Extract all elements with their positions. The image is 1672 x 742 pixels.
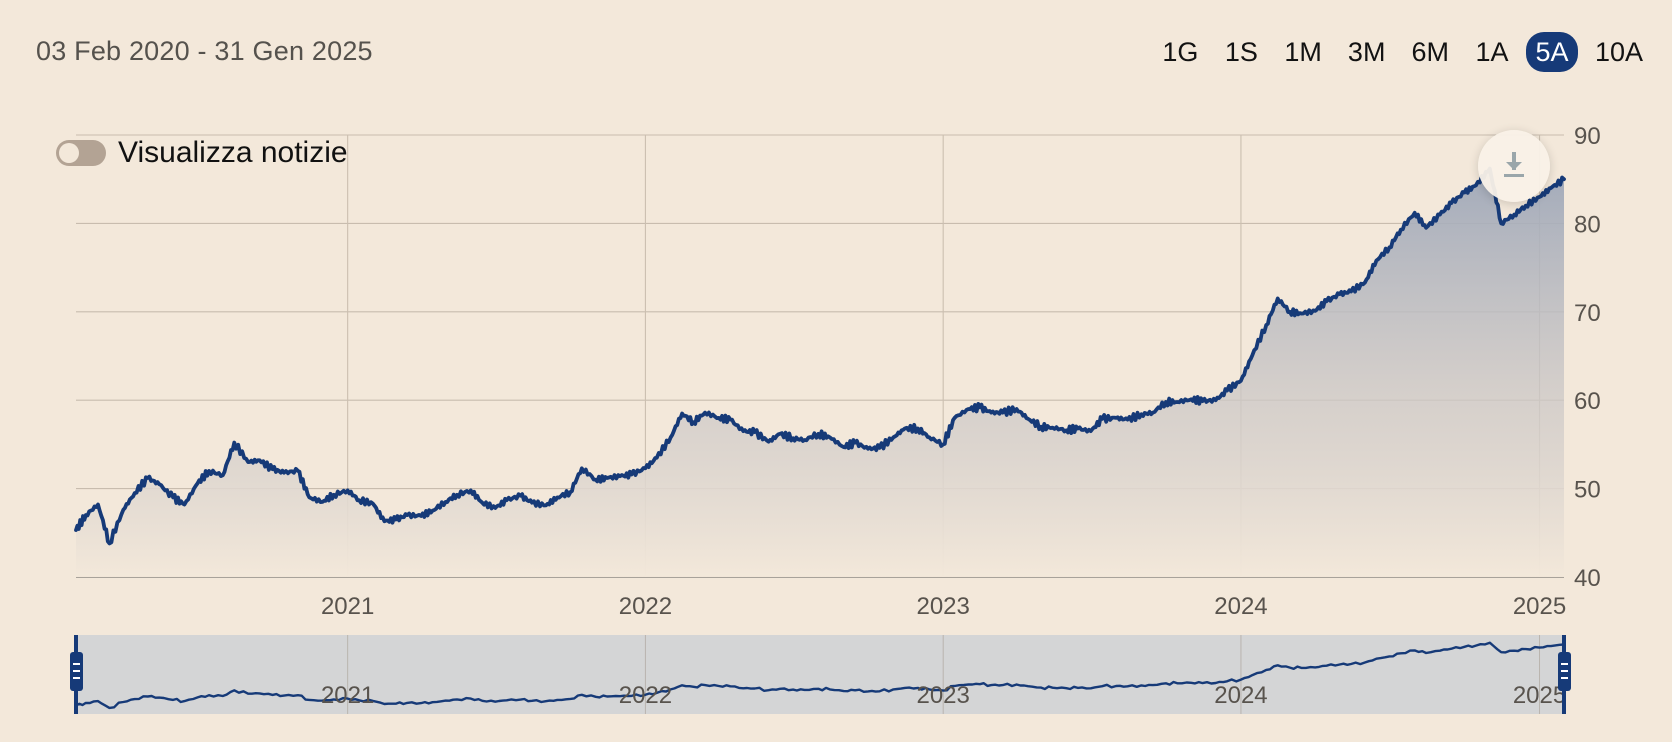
axis-labels: 40 50 60 70 80 90 2021 2022 2023 2024 2025 [321, 123, 1601, 620]
x-axis-tick-label: 2023 [916, 593, 969, 620]
price-area [76, 168, 1564, 577]
grip-handle-icon [1561, 663, 1568, 679]
news-toggle-label: Visualizza notizie [118, 136, 348, 169]
x-axis-tick-label: 2021 [321, 593, 374, 620]
navigator-line [75, 641, 1565, 710]
y-axis-tick-label: 90 [1574, 123, 1601, 150]
y-axis-tick-label: 40 [1574, 565, 1601, 592]
navigator-tick-label: 2023 [916, 682, 969, 709]
download-button[interactable] [1478, 130, 1550, 202]
y-axis-tick-label: 80 [1574, 211, 1601, 238]
x-axis-tick-label: 2024 [1214, 593, 1267, 620]
x-axis-tick-label: 2025 [1513, 593, 1566, 620]
range-button-10a[interactable]: 10A [1586, 32, 1652, 72]
navigator-tick-label: 2025 [1513, 682, 1566, 709]
navigator-tick-label: 2022 [619, 682, 672, 709]
range-button-6m[interactable]: 6M [1402, 32, 1458, 72]
range-button-1m[interactable]: 1M [1275, 32, 1331, 72]
toggle-knob [59, 143, 79, 163]
right-navigator-handle[interactable] [1558, 635, 1571, 714]
grip-handle-icon [73, 663, 80, 679]
range-button-5a[interactable]: 5A [1525, 32, 1578, 72]
range-button-1s[interactable]: 1S [1215, 32, 1267, 72]
navigator-tick-label: 2021 [321, 682, 374, 709]
date-range-label: 03 Feb 2020 - 31 Gen 2025 [36, 36, 373, 66]
price-line [74, 166, 1566, 546]
y-axis-tick-label: 70 [1574, 300, 1601, 327]
toggle-icon[interactable] [56, 140, 106, 166]
y-axis-tick-label: 50 [1574, 477, 1601, 504]
left-navigator-handle[interactable] [70, 635, 83, 714]
time-range-selector: 1G 1S 1M 3M 6M 1A 5A 10A [1153, 32, 1652, 72]
range-button-1g[interactable]: 1G [1153, 32, 1207, 72]
news-toggle-control[interactable]: Visualizza notizie [56, 136, 348, 170]
navigator-panel: 2021 2022 2023 2024 2025 [70, 635, 1571, 714]
navigator-tick-label: 2024 [1214, 682, 1267, 709]
y-axis-tick-label: 60 [1574, 388, 1601, 415]
navigator-background[interactable] [76, 635, 1564, 714]
navigator-labels: 2021 2022 2023 2024 2025 [321, 682, 1566, 709]
range-button-3m[interactable]: 3M [1339, 32, 1395, 72]
range-button-1a[interactable]: 1A [1466, 32, 1518, 72]
download-icon [1504, 152, 1524, 177]
x-axis-tick-label: 2022 [619, 593, 672, 620]
